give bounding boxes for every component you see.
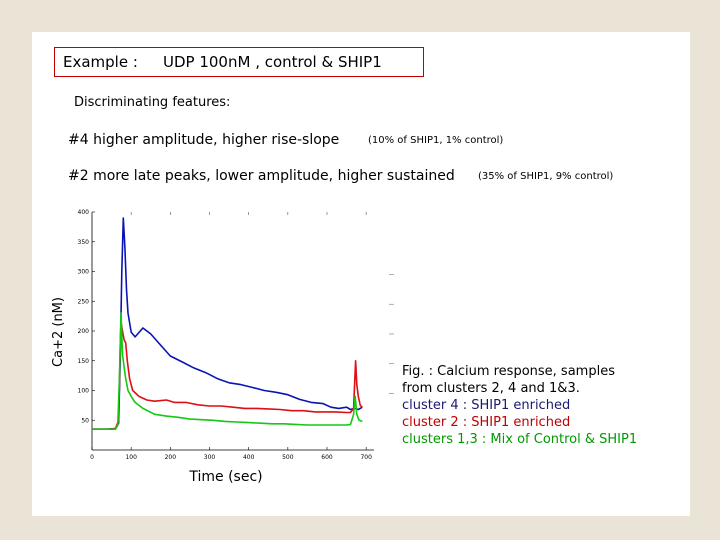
calcium-response-chart: 0 100 200 300 400 500 600 700 50 100 150 200 250 300 3… <box>51 209 394 485</box>
series-line-2 <box>92 321 363 430</box>
y-axis-label: Ca+2 (nM) <box>51 297 66 367</box>
feature-4-text: #4 higher amplitude, higher rise-slope <box>68 132 340 148</box>
x-tick-label: 600 <box>321 454 333 461</box>
y-tick-label: 100 <box>78 388 90 395</box>
example-value: UDP 100nM , control & SHIP1 <box>163 53 382 71</box>
feature-2-text: #2 more late peaks, lower amplitude, hig… <box>68 168 455 184</box>
slide: Example : UDP 100nM , control & SHIP1 Di… <box>32 32 690 516</box>
y-tick-label: 200 <box>78 328 90 335</box>
y-tick-label: 50 <box>81 417 89 424</box>
caption-clusters13: clusters 1,3 : Mix of Control & SHIP1 <box>402 432 638 447</box>
feature-4-note: (10% of SHIP1, 1% control) <box>368 135 504 146</box>
feature-2-note: (35% of SHIP1, 9% control) <box>478 171 614 182</box>
y-tick-label: 350 <box>78 239 90 246</box>
caption-cluster2: cluster 2 : SHIP1 enriched <box>402 415 571 430</box>
example-box: Example : UDP 100nM , control & SHIP1 <box>54 47 424 77</box>
caption-cluster4: cluster 4 : SHIP1 enriched <box>402 398 571 413</box>
y-tick-label: 150 <box>78 358 90 365</box>
x-tick-label: 500 <box>282 454 294 461</box>
x-tick-label: 300 <box>204 454 216 461</box>
x-tick-label: 700 <box>360 454 372 461</box>
caption-line-2: from clusters 2, 4 and 1&3. <box>402 381 580 396</box>
y-tick-label: 250 <box>78 298 90 305</box>
x-axis-label: Time (sec) <box>188 469 262 485</box>
caption-line-1: Fig. : Calcium response, samples <box>402 364 615 379</box>
features-heading: Discriminating features: <box>74 95 231 110</box>
y-tick-label: 400 <box>78 209 90 216</box>
x-tick-label: 100 <box>125 454 137 461</box>
x-tick-label: 400 <box>243 454 255 461</box>
example-label: Example : <box>63 53 138 71</box>
x-tick-label: 0 <box>90 454 94 461</box>
series-line-1 <box>92 217 363 430</box>
series-line-3 <box>92 312 363 430</box>
x-tick-label: 200 <box>165 454 177 461</box>
y-tick-label: 300 <box>78 269 90 276</box>
